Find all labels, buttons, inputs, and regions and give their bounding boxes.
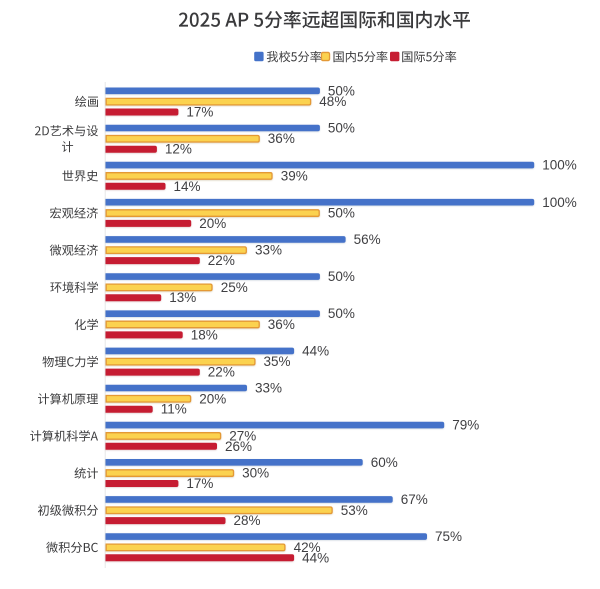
svg-text:48%: 48% (319, 94, 346, 109)
svg-text:28%: 28% (234, 513, 261, 528)
svg-text:50%: 50% (328, 120, 355, 135)
svg-text:100%: 100% (542, 195, 577, 210)
svg-text:44%: 44% (302, 343, 329, 358)
svg-text:33%: 33% (255, 243, 282, 258)
svg-text:20%: 20% (199, 391, 226, 406)
svg-text:11%: 11% (161, 402, 187, 417)
svg-text:22%: 22% (208, 253, 235, 268)
svg-text:50%: 50% (328, 269, 355, 284)
svg-text:27%: 27% (229, 428, 256, 443)
svg-text:67%: 67% (401, 492, 428, 507)
svg-text:13%: 13% (169, 290, 196, 305)
svg-text:20%: 20% (199, 216, 226, 231)
svg-text:44%: 44% (302, 550, 329, 565)
svg-text:17%: 17% (186, 105, 213, 120)
svg-text:60%: 60% (371, 455, 398, 470)
svg-text:30%: 30% (242, 466, 269, 481)
svg-text:75%: 75% (435, 529, 462, 544)
svg-text:56%: 56% (354, 232, 381, 247)
svg-text:50%: 50% (328, 83, 355, 98)
svg-text:17%: 17% (186, 476, 213, 491)
svg-text:79%: 79% (452, 418, 479, 433)
svg-text:26%: 26% (225, 439, 252, 454)
svg-text:14%: 14% (174, 179, 201, 194)
svg-text:100%: 100% (542, 158, 577, 173)
svg-text:39%: 39% (281, 168, 308, 183)
svg-text:50%: 50% (328, 206, 355, 221)
svg-text:36%: 36% (268, 317, 295, 332)
svg-text:42%: 42% (294, 540, 321, 555)
svg-text:12%: 12% (165, 142, 192, 157)
svg-text:50%: 50% (328, 306, 355, 321)
svg-text:18%: 18% (191, 327, 218, 342)
svg-text:53%: 53% (341, 503, 368, 518)
svg-text:33%: 33% (255, 381, 282, 396)
svg-text:25%: 25% (221, 280, 248, 295)
svg-text:22%: 22% (208, 365, 235, 380)
svg-text:35%: 35% (264, 354, 291, 369)
svg-text:36%: 36% (268, 131, 295, 146)
